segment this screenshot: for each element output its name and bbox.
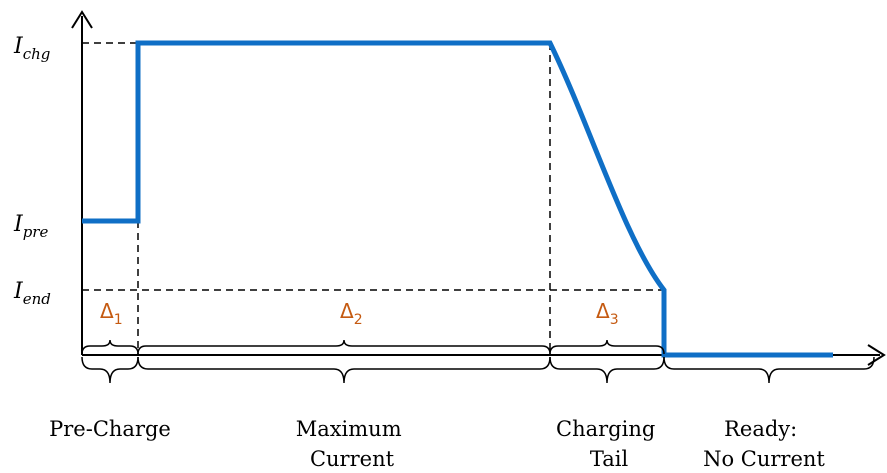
phase-label-precharge: Pre-Charge [49,417,171,441]
label-delta-1: Δ1 [100,299,123,328]
label-i-end: Iend [13,279,51,308]
brace-precharge [81,356,139,384]
label-i-pre: Ipre [13,212,48,241]
brace-charging-tail [549,356,665,384]
phase-label-max-current: Maximum Current [296,417,409,471]
label-delta-2: Δ2 [340,299,363,328]
brace-delta-3-top [549,339,665,355]
phase-label-ready: Ready: No Current [703,417,825,471]
label-i-chg: Ichg [13,34,50,63]
label-delta-3: Δ3 [596,299,619,328]
guide-lines [82,42,665,355]
charging-current-curve [82,40,833,358]
phase-label-charging-tail: Charging Tail [556,417,662,471]
y-axis-arrowhead [71,10,93,29]
brace-ready [663,356,875,384]
brace-delta-1-top [81,339,139,355]
brace-delta-2-top [137,339,551,355]
brace-max-current [137,356,551,384]
